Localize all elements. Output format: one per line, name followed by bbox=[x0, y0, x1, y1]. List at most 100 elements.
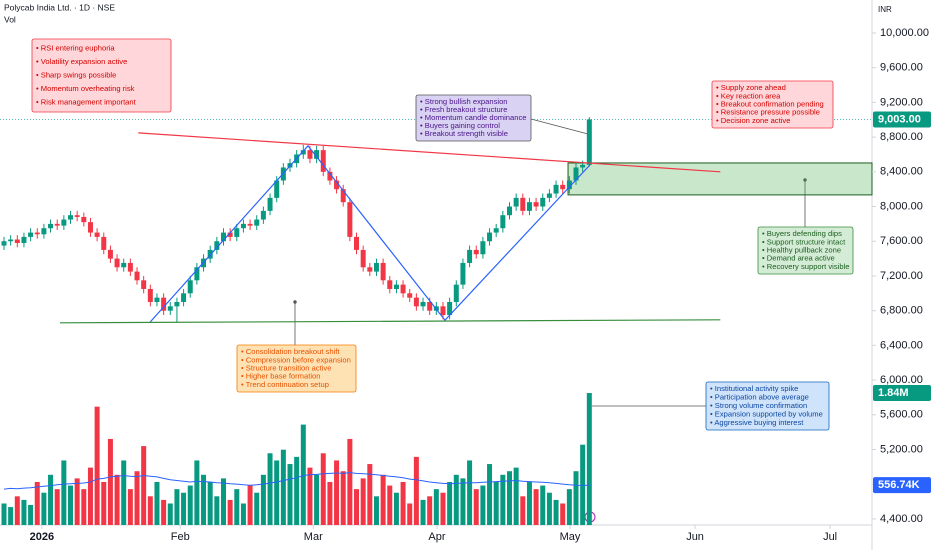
volume-bar bbox=[526, 481, 532, 525]
trend-line bbox=[149, 144, 591, 323]
candle-body bbox=[546, 193, 552, 198]
annotation-line: • Momentum overheating risk bbox=[36, 84, 135, 93]
volume-bar bbox=[573, 471, 579, 525]
candle-body bbox=[181, 293, 187, 302]
candle-body bbox=[347, 202, 353, 237]
candle-body bbox=[373, 262, 379, 272]
annotation-line: • Structure transition active bbox=[241, 364, 331, 373]
annotation: • Buyers defending dips• Support structu… bbox=[757, 226, 854, 275]
volume-bar bbox=[460, 478, 466, 525]
candle-body bbox=[307, 150, 313, 159]
candle-body bbox=[141, 280, 147, 289]
candle-body bbox=[147, 288, 153, 302]
candle-body bbox=[473, 249, 479, 255]
y-tick-label: 5,600.00 bbox=[880, 409, 923, 421]
volume-bar bbox=[94, 406, 100, 525]
volume-bar bbox=[440, 492, 446, 525]
volume-bar bbox=[400, 481, 406, 525]
candle-body bbox=[94, 232, 100, 237]
candle-body bbox=[8, 239, 14, 242]
connector-dot bbox=[293, 300, 297, 304]
volume-bar bbox=[21, 499, 27, 525]
volume-bar bbox=[373, 496, 379, 525]
y-tick-label: 7,200.00 bbox=[880, 270, 923, 282]
volume-bar bbox=[154, 481, 160, 525]
last-volume-label-box bbox=[873, 385, 931, 402]
annotation-line: • Compression before expansion bbox=[241, 355, 351, 364]
volume-bar bbox=[114, 474, 120, 525]
volume-label: Vol bbox=[4, 14, 16, 24]
annotation-line: • Risk management important bbox=[36, 97, 137, 106]
volume-bar bbox=[553, 499, 559, 525]
candle-body bbox=[14, 239, 20, 243]
candle-body bbox=[533, 202, 539, 207]
annotation-box bbox=[415, 94, 532, 142]
annotation-line: • Key reaction area bbox=[716, 91, 781, 100]
annotation: • Supply zone ahead• Key reaction area• … bbox=[711, 80, 834, 129]
candle-body bbox=[420, 301, 426, 307]
volume-bar bbox=[500, 474, 506, 525]
candle-body bbox=[87, 222, 93, 233]
candle-body bbox=[526, 202, 532, 211]
candle-body bbox=[48, 223, 54, 229]
candle-body bbox=[254, 219, 260, 226]
annotation-line: • Institutional activity spike bbox=[710, 384, 798, 393]
candle-body bbox=[387, 280, 393, 289]
y-tick-label: 9,200.00 bbox=[880, 96, 923, 108]
candle-body bbox=[220, 232, 226, 242]
volume-bar bbox=[354, 489, 360, 525]
volume-bar bbox=[127, 489, 133, 525]
annotation: • Strong bullish expansion• Fresh breako… bbox=[415, 94, 532, 142]
annotation-line: • Expansion supported by volume bbox=[710, 409, 823, 418]
volume-bar bbox=[87, 467, 93, 525]
candle-body bbox=[81, 216, 87, 223]
y-tick-label: 8,800.00 bbox=[880, 131, 923, 143]
candle-body bbox=[107, 249, 113, 259]
candle-body bbox=[247, 223, 253, 226]
y-tick-label: 5,200.00 bbox=[880, 443, 923, 455]
candle-body bbox=[393, 284, 399, 289]
volume-bar bbox=[61, 460, 67, 525]
volume-bar bbox=[107, 438, 113, 525]
annotation-line: • Volatility expansion active bbox=[36, 57, 127, 66]
candle-body bbox=[54, 223, 60, 226]
volume-bar bbox=[447, 481, 453, 525]
y-tick-label: 6,800.00 bbox=[880, 305, 923, 317]
volume-bar bbox=[247, 485, 253, 525]
candle-body bbox=[327, 171, 333, 181]
candle-body bbox=[260, 210, 266, 220]
annotation-line: • Strong volume confirmation bbox=[710, 401, 807, 410]
volume-bar bbox=[300, 424, 306, 525]
annotation-line: • RSI entering euphoria bbox=[36, 44, 115, 53]
candle-body bbox=[407, 293, 413, 298]
y-tick-label: 7,600.00 bbox=[880, 235, 923, 247]
volume-bar bbox=[147, 496, 153, 525]
connector-dot bbox=[803, 178, 807, 182]
candle-body bbox=[520, 197, 526, 211]
candle-body bbox=[453, 284, 459, 302]
candle-body bbox=[314, 150, 320, 159]
candle-body bbox=[427, 301, 433, 311]
candle-body bbox=[540, 197, 546, 207]
x-tick-label: Mar bbox=[304, 531, 323, 543]
x-tick-label: May bbox=[560, 531, 581, 543]
candle-body bbox=[334, 180, 340, 190]
annotation-line: • Participation above average bbox=[710, 393, 809, 402]
volume-bar bbox=[407, 503, 413, 525]
candle-body bbox=[487, 232, 493, 242]
volume-bar bbox=[360, 478, 366, 525]
last-volume-label: 1.84M bbox=[878, 387, 909, 399]
candle-body bbox=[28, 232, 34, 237]
volume-bar bbox=[28, 504, 34, 525]
candle-body bbox=[127, 262, 133, 272]
volume-bar bbox=[467, 460, 473, 525]
candle-body bbox=[380, 262, 386, 281]
last-price-label-box bbox=[873, 111, 931, 128]
x-tick-label: Jul bbox=[823, 531, 837, 543]
volume-bar bbox=[586, 393, 592, 525]
volume-bar bbox=[487, 464, 493, 525]
x-tick-label: Jun bbox=[686, 531, 704, 543]
annotation-box bbox=[757, 226, 854, 275]
candle-body bbox=[74, 215, 80, 217]
